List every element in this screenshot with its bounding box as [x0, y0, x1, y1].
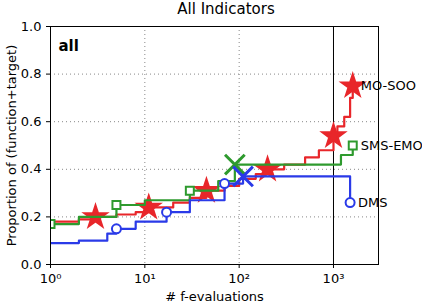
svg-text:10⁰: 10⁰: [40, 271, 62, 286]
svg-text:0.6: 0.6: [21, 114, 42, 129]
svg-text:MO-SOO: MO-SOO: [361, 78, 416, 93]
svg-text:10¹: 10¹: [134, 271, 156, 286]
svg-text:0.2: 0.2: [21, 209, 42, 224]
svg-text:10³: 10³: [323, 271, 345, 286]
html-text:All Indicators: All Indicators: [177, 0, 275, 18]
svg-text:1.0: 1.0: [21, 19, 42, 34]
svg-text:0.4: 0.4: [21, 161, 42, 176]
svg-text:SMS-EMOA: SMS-EMOA: [361, 138, 422, 153]
svg-text:# f-evaluations: # f-evaluations: [165, 289, 264, 302]
svg-text:10²: 10²: [228, 271, 250, 286]
svg-text:DMS: DMS: [358, 195, 387, 210]
svg-text:0.8: 0.8: [21, 66, 42, 81]
svg-text:Proportion of (function+target: Proportion of (function+target): [4, 45, 19, 247]
svg-text:all: all: [59, 37, 79, 55]
svg-text:0.0: 0.0: [21, 257, 42, 272]
